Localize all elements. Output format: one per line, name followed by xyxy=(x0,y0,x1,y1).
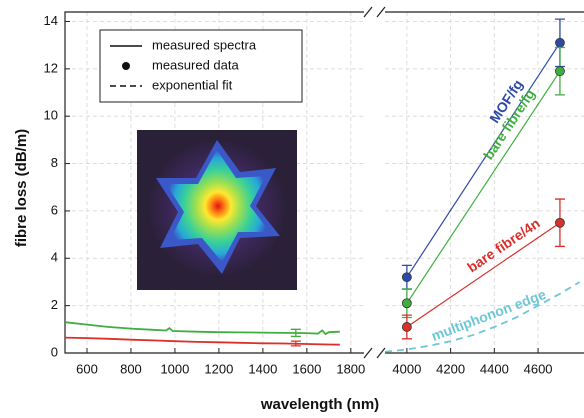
x-axis-label: wavelength (nm) xyxy=(260,396,379,413)
y-axis-label: fibre loss (dB/m) xyxy=(13,129,30,247)
data-point xyxy=(555,67,564,76)
y-tick-label: 6 xyxy=(51,202,58,217)
axis-break xyxy=(364,348,385,358)
x-tick-label: 1800 xyxy=(336,361,365,376)
spectrum-line xyxy=(65,322,340,334)
x-tick-label: 4600 xyxy=(524,361,553,376)
data-point xyxy=(555,218,564,227)
y-tick-label: 14 xyxy=(44,13,58,28)
x-tick-label: 1600 xyxy=(292,361,321,376)
x-tick-label: 4200 xyxy=(436,361,465,376)
legend-label: measured spectra xyxy=(152,37,257,52)
y-tick-label: 2 xyxy=(51,297,58,312)
legend-swatch xyxy=(122,62,130,70)
axis-break xyxy=(364,7,385,17)
legend-label: exponential fit xyxy=(152,77,233,92)
inset-image xyxy=(137,130,297,290)
y-tick-label: 12 xyxy=(44,60,58,75)
x-tick-label: 4000 xyxy=(392,361,421,376)
x-tick-label: 4400 xyxy=(480,361,509,376)
y-tick-label: 10 xyxy=(44,108,58,123)
chart: measured spectra measured data exponenti… xyxy=(0,0,584,418)
data-point xyxy=(402,299,411,308)
y-tick-label: 8 xyxy=(51,155,58,170)
x-tick-label: 1200 xyxy=(204,361,233,376)
legend: measured spectra measured data exponenti… xyxy=(100,30,302,102)
connector-line xyxy=(407,71,560,303)
series-label: multiphonon edge xyxy=(429,286,548,344)
x-tick-label: 600 xyxy=(76,361,98,376)
axis-line xyxy=(385,12,584,353)
y-tick-label: 0 xyxy=(51,344,58,359)
data-point xyxy=(555,38,564,47)
legend-label: measured data xyxy=(152,57,239,72)
series-label: bare fibre/4n xyxy=(464,215,542,276)
x-tick-label: 1400 xyxy=(248,361,277,376)
y-tick-label: 4 xyxy=(51,250,58,265)
x-tick-label: 1000 xyxy=(160,361,189,376)
data-point xyxy=(402,273,411,282)
x-tick-label: 800 xyxy=(120,361,142,376)
data-point xyxy=(402,322,411,331)
connector-line xyxy=(407,43,560,277)
